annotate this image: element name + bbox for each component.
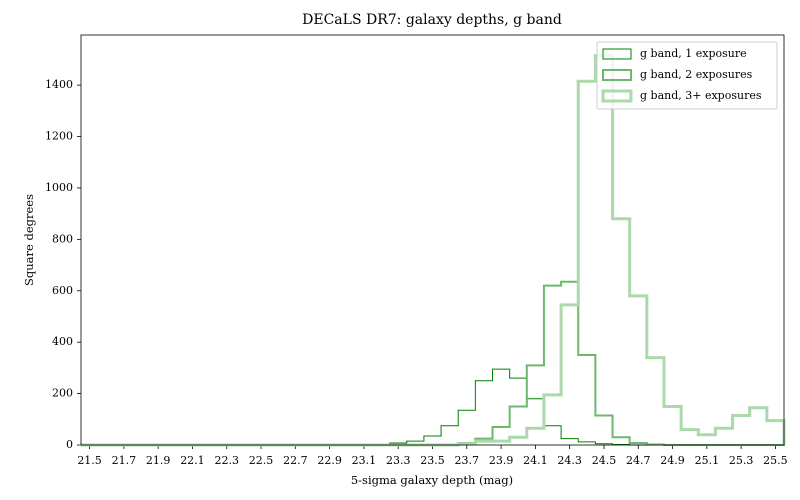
x-tick-label: 23.5: [420, 454, 445, 467]
x-tick-label: 22.3: [214, 454, 239, 467]
legend-swatch: [602, 48, 632, 60]
y-tick-label: 1000: [45, 181, 73, 194]
axes-frame: [80, 34, 785, 446]
x-tick-label: 24.3: [557, 454, 582, 467]
y-tick-label: 800: [52, 232, 73, 245]
x-tick-label: 23.1: [352, 454, 377, 467]
x-tick-label: 23.9: [489, 454, 514, 467]
x-tick-label: 21.9: [146, 454, 171, 467]
step-connector: [440, 281, 665, 445]
step-connector: [456, 55, 786, 445]
y-tick-label: 0: [66, 438, 73, 451]
chart-title: DECaLS DR7: galaxy depths, g band: [302, 12, 562, 28]
y-tick-label: 200: [52, 387, 73, 400]
x-tick-label: 24.9: [660, 454, 685, 467]
x-tick-label: 23.7: [455, 454, 480, 467]
x-tick-label: 21.5: [77, 454, 102, 467]
histogram-series: [79, 54, 786, 447]
legend-label: g band, 1 exposure: [640, 47, 747, 60]
x-axis-label: 5-sigma galaxy depth (mag): [351, 473, 513, 487]
legend-swatch: [601, 89, 633, 103]
x-tick-label: 24.7: [626, 454, 651, 467]
y-tick-label: 1200: [45, 130, 73, 143]
x-tick-label: 25.3: [729, 454, 754, 467]
legend-label: g band, 3+ exposures: [640, 89, 762, 102]
y-tick-label: 1400: [45, 78, 73, 91]
legend-box: [596, 41, 778, 110]
y-tick-label: 600: [52, 284, 73, 297]
histogram-series: [80, 280, 785, 446]
x-tick-label: 24.1: [523, 454, 548, 467]
x-tick-label: 24.5: [592, 454, 617, 467]
x-tick-label: 22.1: [180, 454, 205, 467]
y-tick-label: 400: [52, 335, 73, 348]
y-axis-label: Square degrees: [22, 194, 36, 286]
x-tick-label: 22.5: [249, 454, 274, 467]
x-tick-label: 25.5: [763, 454, 788, 467]
x-tick-label: 22.7: [283, 454, 308, 467]
legend-label: g band, 2 exposures: [640, 68, 753, 81]
x-tick-label: 25.1: [695, 454, 720, 467]
x-tick-label: 22.9: [317, 454, 342, 467]
legend-swatch: [602, 69, 632, 81]
x-tick-label: 23.3: [386, 454, 411, 467]
x-tick-label: 21.7: [112, 454, 137, 467]
